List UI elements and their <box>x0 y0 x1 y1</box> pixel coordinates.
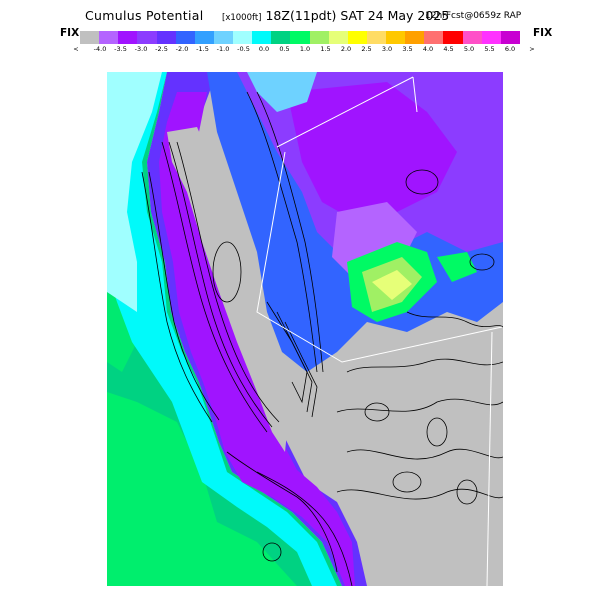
central-valley <box>167 127 287 452</box>
legend-tick-label: -0.5 <box>237 45 250 53</box>
contour-ring <box>405 169 439 195</box>
contour-ring <box>392 471 422 493</box>
north-region-deep-violet <box>287 82 457 222</box>
legend-swatch <box>309 31 329 44</box>
title-units-time: [x1000ft] 18Z(11pdt) SAT 24 May 2025 <box>222 8 449 23</box>
legend-tick-label: -1.0 <box>216 45 230 53</box>
contour-line <box>336 488 503 500</box>
legend-arrow-left: < <box>73 45 79 53</box>
forecast-info: 12hrFcst@0659z RAP <box>425 11 522 21</box>
contour-lines <box>141 91 503 586</box>
legend-swatch <box>366 31 386 44</box>
legend-tick-label: -2.5 <box>155 45 168 53</box>
legend-tick-label: 1.0 <box>299 45 311 53</box>
product-name: Cumulus Potential <box>85 8 204 23</box>
contour-line <box>148 171 220 421</box>
legend-swatch <box>118 31 138 44</box>
north-patch-lightblue <box>247 72 317 112</box>
contour-line <box>346 448 503 460</box>
state-boundaries <box>256 76 503 586</box>
legend-swatch <box>194 31 214 44</box>
contour-line <box>406 311 503 328</box>
legend-tick-label: 2.5 <box>361 45 372 53</box>
color-legend-bar <box>80 31 520 44</box>
boundary-line <box>276 76 414 148</box>
contour-line <box>346 358 503 373</box>
legend-swatch <box>500 31 520 44</box>
contour-ring <box>212 241 242 303</box>
legend-arrow-right: > <box>529 45 535 53</box>
contour-line <box>141 171 213 423</box>
contour-line <box>176 141 280 423</box>
map-title-bar: Cumulus Potential [x1000ft] 18Z(11pdt) S… <box>0 5 611 25</box>
legend-tick-label: 5.5 <box>484 45 495 53</box>
color-legend-ticks: < -4.0 -3.5 -3.0 -2.5 -2.0 -1.5 -1.0 -0.5 0.0 0.5 1… <box>70 45 540 57</box>
legend-tick-label: 5.0 <box>463 45 475 53</box>
legend-swatch <box>347 31 367 44</box>
cumulus-potential-map <box>107 72 503 586</box>
legend-tick-label: 1.5 <box>320 45 331 53</box>
valid-time: 18Z(11pdt) SAT 24 May 2025 <box>265 8 450 23</box>
map-graphic <box>107 72 503 586</box>
legend-tick-label: 2.0 <box>340 45 352 53</box>
contour-line <box>246 91 318 373</box>
map-title: Cumulus Potential <box>85 8 204 23</box>
legend-tick-label: 4.5 <box>443 45 454 53</box>
convective-patch-yellow <box>372 270 412 300</box>
legend-swatch <box>443 31 463 44</box>
fix-label-left: FIX <box>60 27 80 39</box>
legend-swatch <box>481 31 501 44</box>
legend-tick-label: -4.0 <box>93 45 107 53</box>
contour-line <box>284 321 318 418</box>
legend-tick-label: 3.0 <box>381 45 393 53</box>
contour-line <box>161 141 268 433</box>
units-label: [x1000ft] <box>222 13 262 23</box>
legend-tick-label: 6.0 <box>504 45 516 53</box>
legend-tick-label: -3.0 <box>134 45 148 53</box>
convective-patch-green-east <box>437 252 477 282</box>
contour-line <box>226 451 338 573</box>
legend-swatch <box>233 31 253 44</box>
coastal-band-lightcyan <box>107 72 162 312</box>
contour-ring <box>364 402 390 422</box>
ocean-patch <box>107 392 297 586</box>
contour-line <box>276 311 313 413</box>
legend-swatch <box>290 31 310 44</box>
legend-swatch <box>424 31 444 44</box>
contour-line <box>256 471 353 586</box>
fix-label-right: FIX <box>533 27 553 39</box>
contour-ring <box>469 253 495 271</box>
blue-patch <box>322 277 352 322</box>
legend-swatch <box>328 31 348 44</box>
legend-tick-label: -2.0 <box>175 45 189 53</box>
legend-swatch <box>80 31 100 44</box>
legend-swatch <box>156 31 176 44</box>
legend-swatch <box>462 31 482 44</box>
contour-ring <box>262 542 282 562</box>
legend-swatch <box>252 31 272 44</box>
legend-swatch <box>271 31 291 44</box>
legend-tick-label: 0.0 <box>258 45 270 53</box>
legend-swatch <box>137 31 157 44</box>
legend-swatch <box>405 31 425 44</box>
contour-line <box>256 91 324 373</box>
contour-ring <box>426 417 448 447</box>
boundary-line <box>412 76 418 113</box>
legend-tick-label: -3.5 <box>114 45 127 53</box>
legend-tick-label: 4.0 <box>422 45 434 53</box>
legend-swatch <box>386 31 406 44</box>
contour-line <box>168 141 273 428</box>
legend-tick-label: 3.5 <box>402 45 413 53</box>
legend-swatch <box>175 31 195 44</box>
legend-swatch <box>99 31 119 44</box>
legend-tick-label: 0.5 <box>279 45 290 53</box>
contour-ring <box>456 479 478 505</box>
legend-tick-label: -1.5 <box>196 45 209 53</box>
legend-swatch <box>213 31 233 44</box>
boundary-line <box>256 151 503 363</box>
contour-line <box>336 398 503 413</box>
boundary-line <box>486 331 493 586</box>
